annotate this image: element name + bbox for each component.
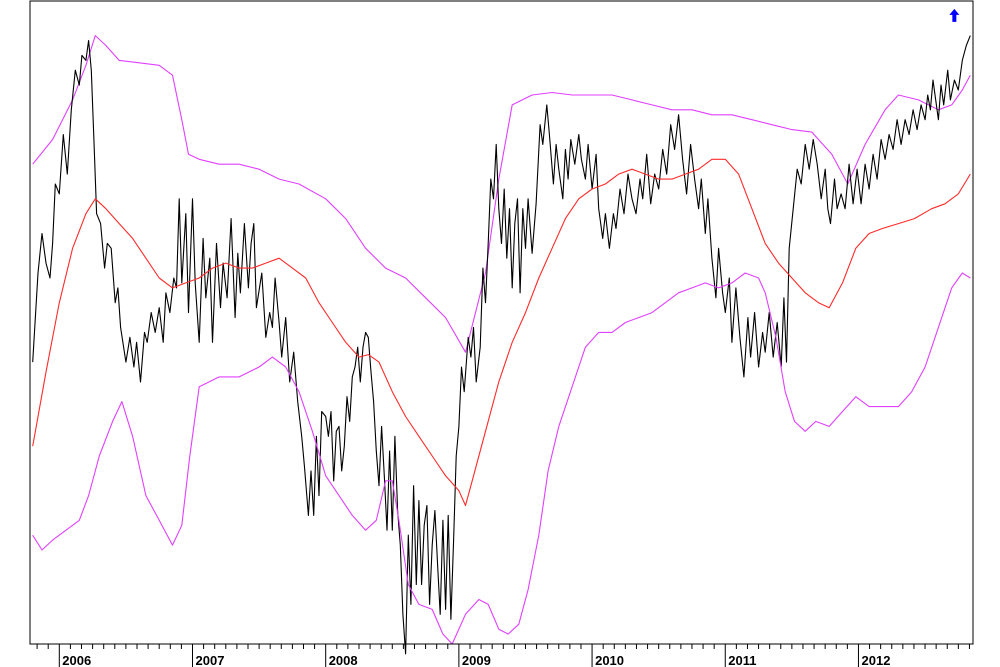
x-tick-label: 2008 (329, 653, 358, 667)
plot-area (32, 35, 971, 655)
annotations (949, 8, 960, 22)
x-tick-label: 2011 (728, 653, 756, 667)
lower-band-line (32, 272, 971, 645)
x-axis: 2006 2007 2008 2009 2010 2011 2012 (36, 644, 970, 667)
x-tick-label: 2009 (462, 653, 491, 667)
moving-average-line (32, 158, 971, 507)
price-line (32, 35, 971, 655)
x-tick-label: 2012 (862, 653, 891, 667)
x-tick-label: 2010 (595, 653, 624, 667)
plot-frame (29, 0, 974, 645)
upper-band-line (32, 35, 971, 353)
x-tick-label: 2006 (62, 653, 91, 667)
up-arrow-icon (949, 8, 960, 22)
x-tick-label: 2007 (196, 653, 225, 667)
